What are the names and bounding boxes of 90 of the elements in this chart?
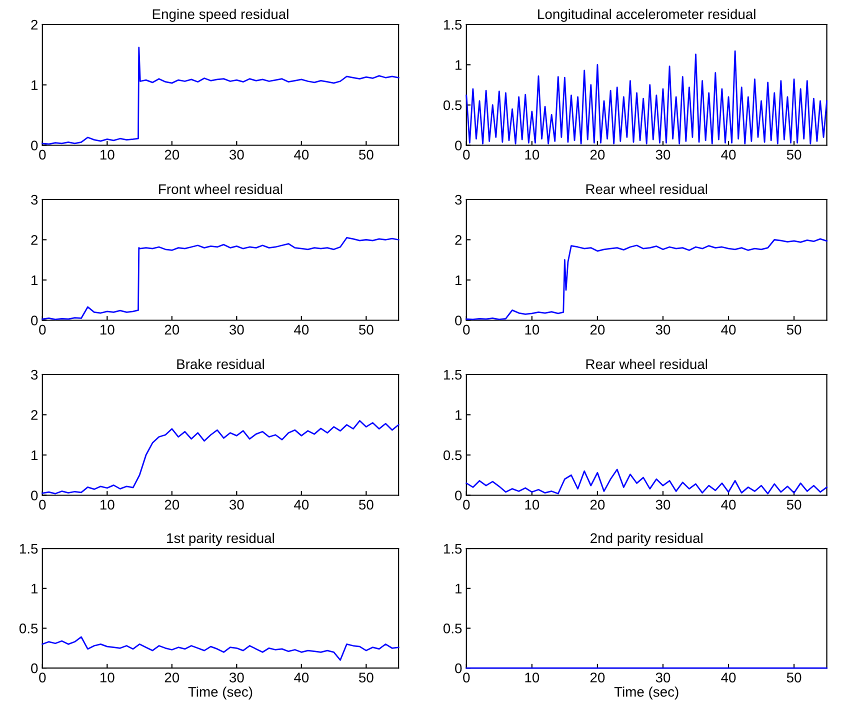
- x-tick-label: 10: [100, 672, 114, 682]
- y-tick-label: 1: [32, 584, 38, 594]
- x-tick-label: 0: [39, 324, 46, 335]
- y-tick-label: 0: [455, 316, 462, 326]
- x-tick-label: 20: [590, 324, 605, 335]
- y-tick-label: 1: [32, 275, 38, 286]
- x-tick-label: 30: [656, 672, 670, 682]
- x-tick-label: 20: [164, 150, 180, 160]
- y-tick-label: 3: [31, 370, 38, 380]
- chart-title: Rear wheel residual: [586, 184, 708, 194]
- x-tick-label: 20: [164, 672, 180, 682]
- y-tick-label: 1.5: [444, 20, 462, 30]
- x-tick-label: 30: [229, 150, 244, 160]
- chart-title: Brake residual: [177, 358, 264, 370]
- x-tick-label: 30: [229, 324, 244, 335]
- x-tick-label: 50: [359, 672, 374, 682]
- x-tick-label: 50: [359, 324, 374, 335]
- y-tick-label: 3: [31, 194, 38, 205]
- y-tick-label: 0: [31, 316, 38, 326]
- y-tick-label: 1: [32, 80, 38, 90]
- x-tick-label: 50: [786, 500, 802, 510]
- x-tick-label: 10: [525, 500, 540, 510]
- y-tick-label: 0: [455, 490, 462, 500]
- x-tick-label: 0: [39, 672, 46, 682]
- chart-title: Rear wheel residual: [586, 358, 708, 370]
- y-tick-label: 0.5: [443, 100, 462, 110]
- x-tick-label: 50: [359, 150, 374, 160]
- y-tick-label: 2: [455, 235, 462, 245]
- x-tick-label: 0: [463, 500, 470, 510]
- x-tick-label: 10: [100, 500, 114, 510]
- x-tick-label: 20: [164, 500, 180, 510]
- y-tick-label: 1: [456, 60, 462, 70]
- chart-title: Front wheel residual: [159, 184, 282, 194]
- x-axis-title: Time (sec): [188, 686, 252, 700]
- x-tick-label: 20: [590, 150, 605, 160]
- x-tick-label: 0: [39, 150, 46, 160]
- x-tick-label: 10: [525, 150, 540, 160]
- y-tick-label: 0: [31, 663, 38, 674]
- chart-title: 1st parity residual: [167, 532, 274, 546]
- y-tick-label: 2: [31, 410, 38, 420]
- y-tick-label: 0: [31, 140, 38, 150]
- x-tick-label: 30: [229, 672, 244, 682]
- x-tick-label: 20: [164, 324, 180, 335]
- x-tick-label: 50: [786, 672, 802, 682]
- chart-title: 2nd parity residual: [590, 532, 702, 546]
- y-tick-label: 1.5: [20, 544, 38, 554]
- x-tick-label: 40: [294, 324, 309, 335]
- y-tick-label: 1.5: [444, 544, 462, 554]
- y-tick-label: 0: [455, 140, 462, 150]
- y-tick-label: 0.5: [19, 624, 38, 634]
- y-tick-label: 0.5: [443, 450, 462, 460]
- y-tick-label: 2: [31, 20, 38, 30]
- x-tick-label: 30: [229, 500, 244, 510]
- y-tick-label: 0.5: [443, 624, 462, 634]
- x-tick-label: 40: [721, 672, 736, 682]
- x-tick-label: 0: [463, 672, 470, 682]
- x-tick-label: 10: [525, 324, 540, 335]
- x-tick-label: 10: [525, 672, 540, 682]
- x-tick-label: 40: [721, 500, 736, 510]
- y-tick-label: 1: [456, 410, 462, 420]
- x-tick-label: 40: [294, 150, 309, 160]
- x-tick-label: 50: [786, 150, 802, 160]
- chart-title: Longitudinal accelerometer residual: [538, 8, 756, 22]
- x-tick-label: 30: [656, 150, 670, 160]
- x-tick-label: 10: [100, 150, 114, 160]
- x-tick-label: 40: [721, 150, 736, 160]
- x-tick-label: 40: [294, 500, 309, 510]
- x-tick-label: 0: [463, 324, 470, 335]
- y-tick-label: 1: [32, 450, 38, 460]
- x-tick-label: 0: [39, 500, 46, 510]
- x-tick-label: 20: [590, 500, 605, 510]
- y-tick-label: 2: [31, 235, 38, 245]
- x-tick-label: 40: [721, 324, 736, 335]
- x-tick-label: 50: [786, 324, 802, 335]
- x-tick-label: 50: [359, 500, 374, 510]
- line-series: [42, 636, 400, 661]
- x-tick-label: 30: [656, 324, 670, 335]
- x-axis-title: Time (sec): [614, 686, 678, 700]
- x-tick-label: 10: [100, 324, 114, 335]
- y-tick-label: 1: [456, 275, 462, 286]
- y-tick-label: 0: [31, 490, 38, 500]
- x-tick-label: 0: [463, 150, 470, 160]
- x-tick-label: 20: [590, 672, 605, 682]
- chart-title: Engine speed residual: [152, 8, 288, 22]
- x-tick-label: 30: [656, 500, 670, 510]
- y-tick-label: 3: [455, 194, 462, 205]
- y-tick-label: 1: [456, 584, 462, 594]
- x-tick-label: 40: [294, 672, 309, 682]
- y-tick-label: 1.5: [444, 370, 462, 380]
- y-tick-label: 0: [455, 663, 462, 674]
